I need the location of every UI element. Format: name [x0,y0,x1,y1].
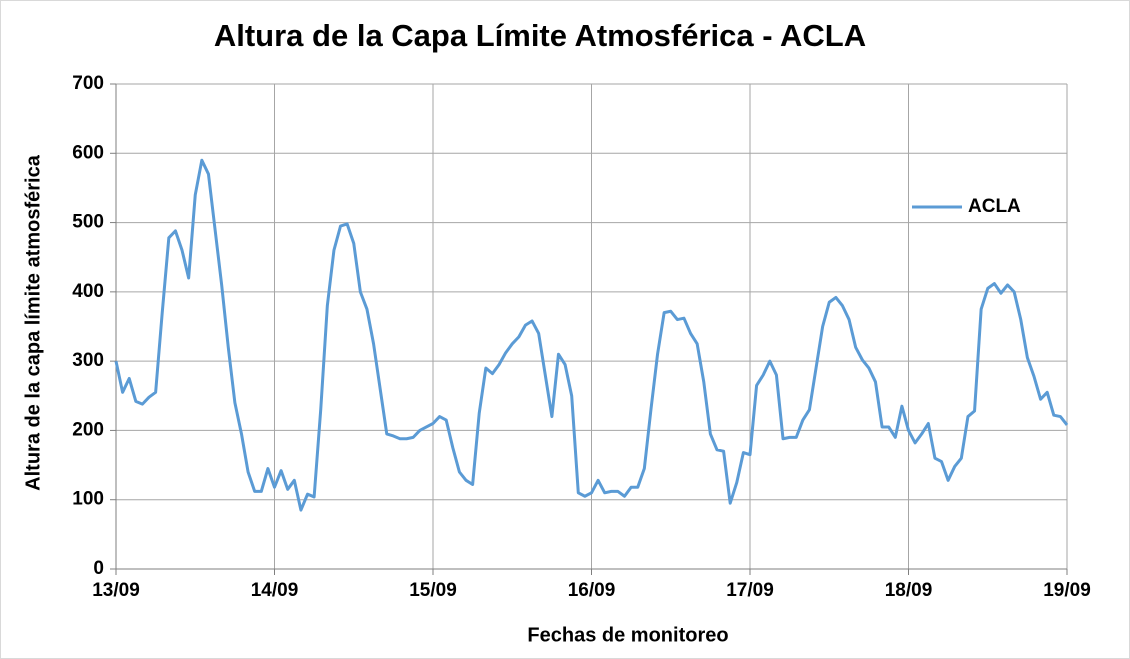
y-tick-label: 300 [72,350,104,371]
x-tick-label: 13/09 [92,580,140,601]
data-line [114,158,1069,512]
x-tick-label: 19/09 [1043,580,1091,601]
x-tick-label: 14/09 [251,580,299,601]
x-axis-label: Fechas de monitoreo [527,624,728,646]
y-tick-label: 400 [72,281,104,302]
y-tick-label: 100 [72,489,104,510]
y-tick-label: 200 [72,419,104,440]
y-tick-label: 0 [93,558,104,579]
y-axis-label: Altura de la capa límite atmosférica [22,154,44,491]
x-tick-label: 16/09 [568,580,616,601]
x-tick-label: 17/09 [726,580,774,601]
y-tick-label: 700 [72,73,104,94]
y-tick-label: 500 [72,212,104,233]
x-tick-label: 15/09 [409,580,457,601]
chart-title: Altura de la Capa Límite Atmosférica - A… [214,18,866,53]
x-tick-label: 18/09 [885,580,933,601]
y-tick-label: 600 [72,142,104,163]
legend-label: ACLA [968,196,1021,217]
